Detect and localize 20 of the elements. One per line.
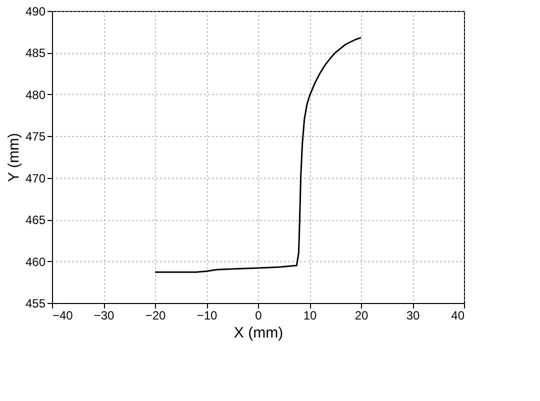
- x-tick-label: 40: [451, 308, 465, 322]
- x-tick-label: −20: [145, 308, 166, 322]
- y-tick-label: 475: [25, 130, 46, 144]
- line-series: [154, 36, 362, 273]
- y-tick-label: 465: [25, 213, 46, 228]
- x-tick-label: 30: [406, 308, 420, 322]
- y-tick-label: 480: [25, 88, 46, 102]
- y-axis-title: Y (mm): [5, 133, 22, 182]
- y-tick-label: 455: [25, 296, 46, 310]
- x-tick-label: 0: [255, 308, 262, 322]
- x-tick-label: −10: [196, 308, 218, 322]
- x-tick-label: −30: [94, 308, 114, 322]
- x-tick-label: 20: [354, 308, 368, 322]
- x-tick-label: −40: [52, 308, 74, 322]
- x-axis-title: X (mm): [234, 324, 284, 342]
- y-tick-label: 485: [25, 46, 46, 60]
- x-tick-label: 10: [303, 308, 317, 322]
- y-tick-label: 470: [25, 171, 46, 186]
- y-tick-label: 460: [25, 254, 46, 269]
- y-tick-label: 490: [25, 4, 46, 18]
